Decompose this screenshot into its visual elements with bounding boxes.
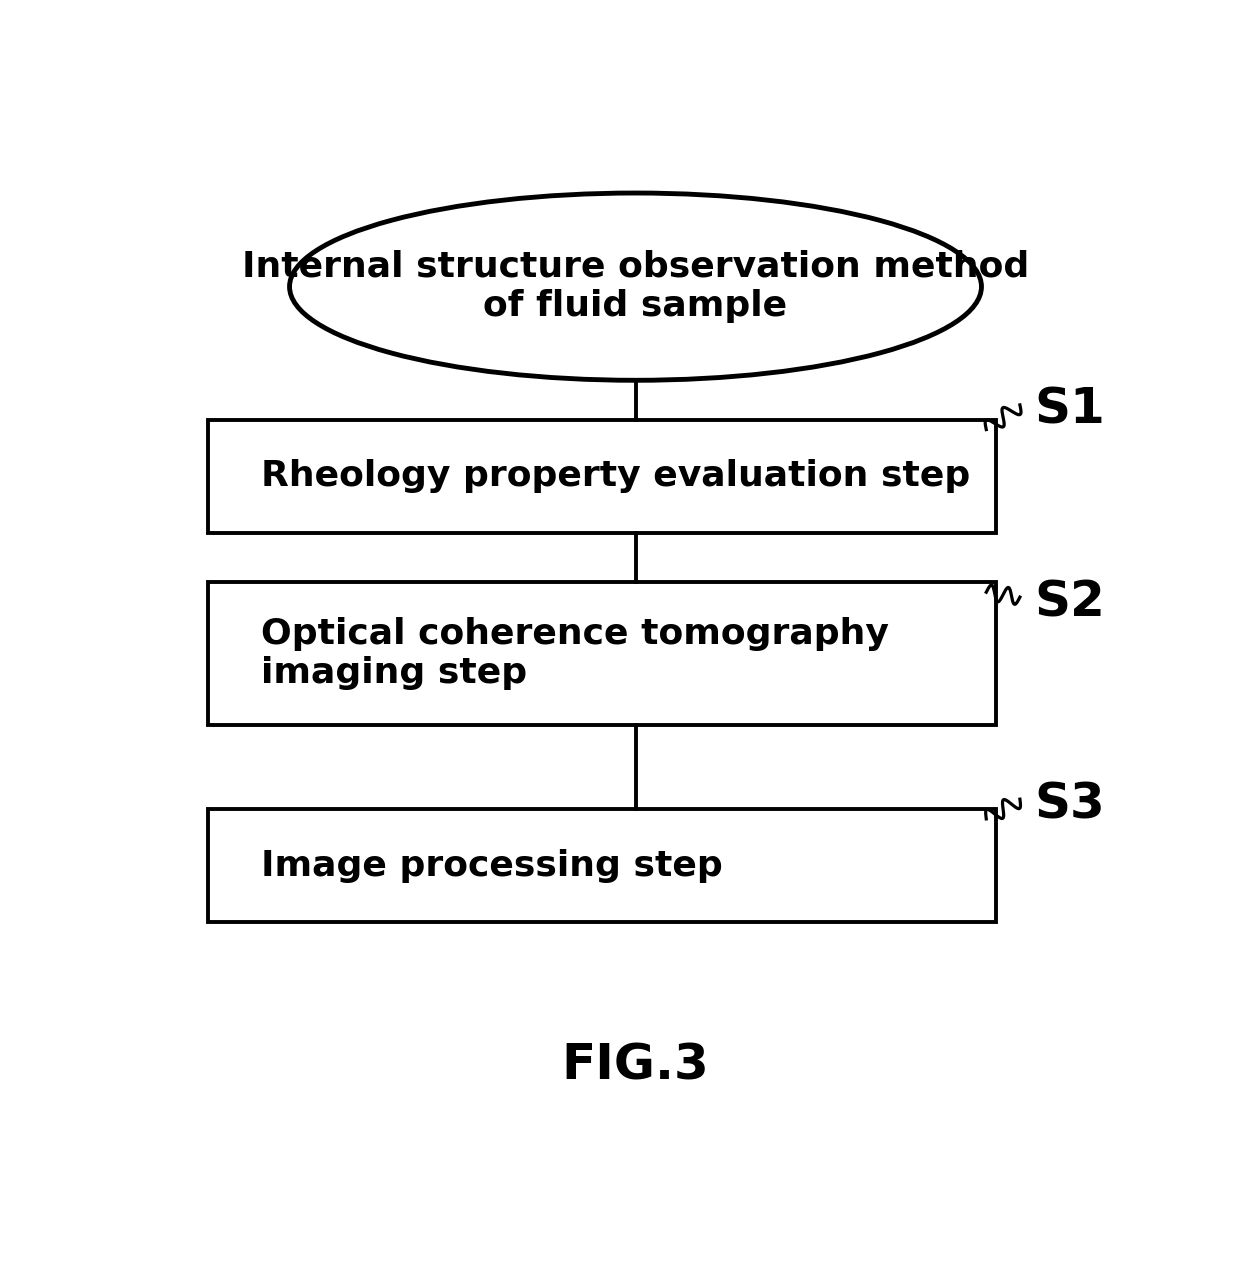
Text: S3: S3 — [1034, 780, 1105, 828]
Text: Internal structure observation method
of fluid sample: Internal structure observation method of… — [242, 250, 1029, 324]
Text: S1: S1 — [1034, 385, 1105, 434]
Text: Optical coherence tomography
imaging step: Optical coherence tomography imaging ste… — [260, 617, 889, 690]
Text: Rheology property evaluation step: Rheology property evaluation step — [260, 460, 970, 493]
Text: FIG.3: FIG.3 — [562, 1042, 709, 1089]
Text: S2: S2 — [1034, 579, 1105, 626]
Text: Image processing step: Image processing step — [260, 849, 723, 883]
